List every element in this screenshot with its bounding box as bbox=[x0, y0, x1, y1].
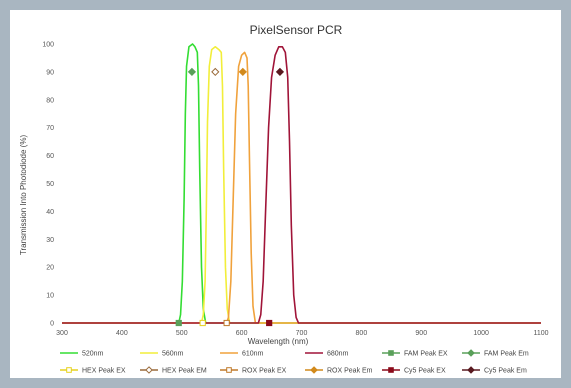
x-tick-label: 700 bbox=[296, 330, 308, 337]
marker-rox-peak-em bbox=[238, 67, 247, 77]
x-axis-label: Wavelength (nm) bbox=[248, 337, 309, 346]
y-tick-label: 0 bbox=[50, 321, 54, 328]
marker-hex-peak-em bbox=[211, 67, 220, 77]
x-tick-label: 300 bbox=[56, 330, 68, 337]
x-tick-label: 500 bbox=[176, 330, 188, 337]
series-line-610nm bbox=[62, 51, 541, 324]
legend-label: ROX Peak Em bbox=[327, 368, 373, 375]
legend-label: 680nm bbox=[327, 351, 349, 358]
legend-marker-cy5-peak-ex bbox=[388, 367, 394, 373]
y-tick-label: 50 bbox=[46, 181, 54, 188]
x-tick-label: 900 bbox=[415, 330, 427, 337]
legend-label: Cy5 Peak EX bbox=[404, 368, 446, 375]
y-tick-label: 70 bbox=[46, 125, 54, 132]
marker-fam-peak-em bbox=[187, 67, 197, 77]
y-tick-label: 100 bbox=[42, 42, 54, 49]
chart-frame: PixelSensor PCR Wavelength (nm) Transmis… bbox=[10, 10, 561, 378]
legend-marker-fam-peak-ex bbox=[388, 350, 394, 356]
axes-group: 300 400 500 600 700 800 900 1000 1100 0 10 20 30 40 50… bbox=[42, 42, 548, 338]
plot-area bbox=[62, 43, 541, 327]
x-tick-label: 600 bbox=[236, 330, 248, 337]
marker-rox-peak-ex bbox=[223, 319, 230, 327]
chart-title: PixelSensor PCR bbox=[250, 23, 343, 37]
marker-hex-peak-ex bbox=[199, 319, 206, 327]
y-tick-label: 40 bbox=[46, 209, 54, 216]
x-tick-label: 800 bbox=[356, 330, 368, 337]
marker-cy5-peak-ex bbox=[266, 319, 273, 327]
legend-label: FAM Peak EX bbox=[404, 351, 448, 358]
legend-marker-fam-peak-em bbox=[467, 349, 475, 357]
legend-label: 610nm bbox=[242, 351, 264, 358]
legend-marker-cy5-peak-em bbox=[467, 366, 475, 374]
y-tick-label: 30 bbox=[46, 237, 54, 244]
y-tick-label: 60 bbox=[46, 153, 54, 160]
x-tick-label: 400 bbox=[116, 330, 128, 337]
legend-label: 520nm bbox=[82, 351, 104, 358]
series-line-680nm bbox=[62, 45, 541, 324]
legend-marker-rox-peak-em bbox=[310, 366, 318, 374]
marker-cy5-peak-em bbox=[275, 67, 285, 77]
chart-svg: PixelSensor PCR Wavelength (nm) Transmis… bbox=[19, 23, 549, 375]
legend-label: HEX Peak EX bbox=[82, 368, 126, 375]
series-line-520nm bbox=[62, 43, 541, 324]
legend-label: ROX Peak EX bbox=[242, 368, 287, 375]
legend: 520nm 560nm 610nm 680nm FAM Peak EX FAM Peak … bbox=[60, 349, 529, 375]
x-tick-label: 1000 bbox=[473, 330, 489, 337]
legend-marker-rox-peak-ex bbox=[226, 367, 232, 373]
marker-fam-peak-ex bbox=[175, 319, 182, 327]
legend-marker-hex-peak-ex bbox=[66, 367, 72, 373]
y-tick-label: 80 bbox=[46, 97, 54, 104]
legend-label: 560nm bbox=[162, 351, 184, 358]
legend-marker-hex-peak-em bbox=[145, 366, 153, 374]
legend-label: FAM Peak Em bbox=[484, 351, 529, 358]
y-axis-label: Transmission Into Photodiode (%) bbox=[19, 135, 28, 256]
y-tick-label: 90 bbox=[46, 69, 54, 76]
y-tick-label: 20 bbox=[46, 265, 54, 272]
y-tick-label: 10 bbox=[46, 293, 54, 300]
legend-label: HEX Peak EM bbox=[162, 368, 207, 375]
legend-label: Cy5 Peak Em bbox=[484, 368, 527, 375]
x-tick-label: 1100 bbox=[533, 330, 548, 337]
series-line-560nm bbox=[62, 45, 541, 324]
